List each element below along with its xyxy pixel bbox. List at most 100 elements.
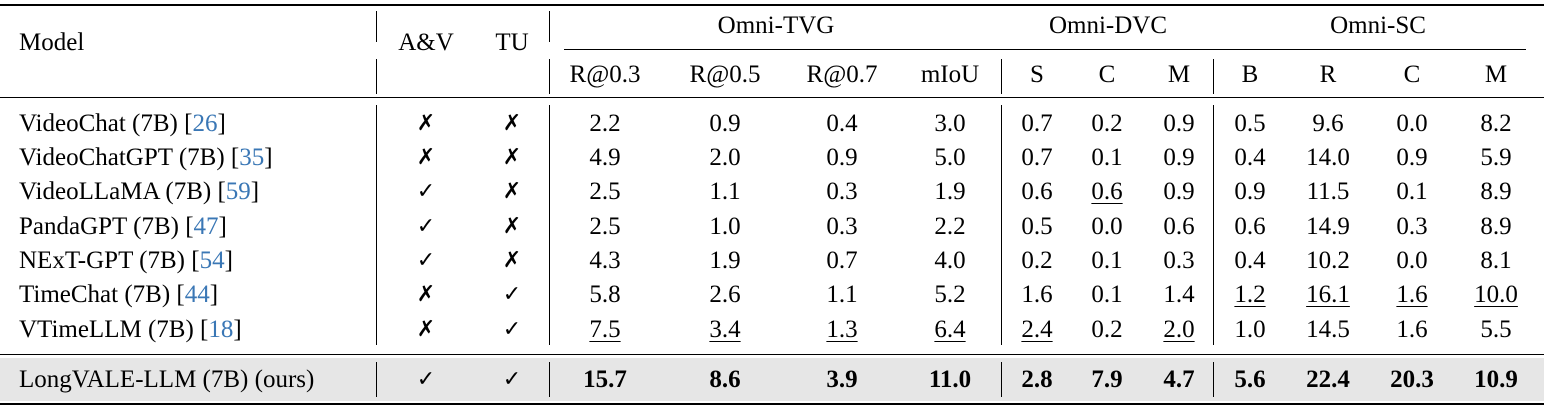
ours-value-cell-text: 10.9 xyxy=(1474,366,1518,393)
ours-value-cell-text: 5.6 xyxy=(1234,366,1266,393)
value-cell-text: 2.2 xyxy=(934,213,966,240)
tu-mark: ✗ xyxy=(452,178,572,206)
value-cell-text: 10.2 xyxy=(1306,247,1350,274)
model-label: TimeChat (7B) [ xyxy=(19,281,185,308)
vrule-model xyxy=(376,105,378,345)
vrule-model xyxy=(376,59,378,94)
citation-link[interactable]: 44 xyxy=(184,281,210,308)
model-label: VTimeLLM (7B) [ xyxy=(19,316,209,343)
citation-bracket: ] xyxy=(218,213,227,240)
av-mark: ✓ xyxy=(366,178,486,206)
value-cell-text: 1.0 xyxy=(1234,316,1266,343)
vrule-dvc xyxy=(1213,59,1215,94)
value-cell: 0.3 xyxy=(782,178,902,206)
subheader-c-text: C xyxy=(1403,61,1421,88)
ours-value-cell: 22.4 xyxy=(1268,366,1388,394)
value-cell-text: 1.1 xyxy=(709,178,741,205)
value-cell: 11.5 xyxy=(1268,178,1388,206)
citation-link[interactable]: 47 xyxy=(193,213,219,240)
value-cell: 0.1 xyxy=(1047,281,1167,309)
citation-link[interactable]: 59 xyxy=(225,178,251,205)
value-cell-text: 3.4 xyxy=(709,316,741,343)
value-cell: 0.9 xyxy=(1119,144,1239,172)
value-cell: 0.6 xyxy=(1047,178,1167,206)
value-cell: 0.0 xyxy=(1352,110,1472,138)
tu-mark: ✗ xyxy=(452,213,572,241)
av-mark: ✓ xyxy=(366,213,486,241)
citation-link[interactable]: 18 xyxy=(208,316,234,343)
ours-value-cell-text: 7.9 xyxy=(1091,366,1123,393)
value-cell: 5.5 xyxy=(1436,316,1544,344)
subheader-b-text: B xyxy=(1241,61,1259,88)
subheader-r07-text: R@0.7 xyxy=(806,61,878,88)
value-cell-text: 1.9 xyxy=(934,178,966,205)
value-cell-text: 0.4 xyxy=(1234,247,1266,274)
value-cell: 0.5 xyxy=(977,213,1097,241)
value-cell: 8.1 xyxy=(1436,247,1544,275)
value-cell: 2.2 xyxy=(890,213,1010,241)
value-cell-text: 0.4 xyxy=(1234,144,1266,171)
value-cell: 7.5 xyxy=(545,316,665,344)
value-cell: 4.9 xyxy=(545,144,665,172)
value-cell-text: 5.8 xyxy=(589,281,621,308)
ours-rule xyxy=(0,354,1544,356)
value-cell: 8.9 xyxy=(1436,178,1544,206)
value-cell-text: 3.0 xyxy=(934,110,966,137)
value-cell-text: 1.2 xyxy=(1234,281,1266,308)
subheader-s: S xyxy=(977,61,1097,89)
subheader-miou: mIoU xyxy=(890,61,1010,89)
value-cell-text: 1.3 xyxy=(826,316,858,343)
model-label: VideoChat (7B) [ xyxy=(19,110,193,137)
value-cell: 2.5 xyxy=(545,213,665,241)
ours-value-cell-text: 8.6 xyxy=(709,366,741,393)
subheader-s-text: S xyxy=(1030,61,1044,88)
value-cell-text: 0.2 xyxy=(1091,110,1123,137)
value-cell: 2.0 xyxy=(1119,316,1239,344)
value-cell-text: 0.6 xyxy=(1163,213,1195,240)
value-cell-text: 0.9 xyxy=(1163,110,1195,137)
value-cell: 1.6 xyxy=(977,281,1097,309)
value-cell-text: 0.0 xyxy=(1396,247,1428,274)
top-rule xyxy=(0,4,1544,6)
value-cell-text: 0.1 xyxy=(1091,247,1123,274)
citation-link[interactable]: 54 xyxy=(199,247,225,274)
value-cell-text: 2.4 xyxy=(1021,316,1053,343)
header-tu: TU xyxy=(495,29,529,56)
group-dvc: Omni-DVC xyxy=(1048,12,1168,39)
value-cell: 2.6 xyxy=(665,281,785,309)
value-cell-text: 0.3 xyxy=(1396,213,1428,240)
citation-bracket: ] xyxy=(233,316,242,343)
tu-mark: ✓ xyxy=(452,316,572,344)
value-cell: 0.6 xyxy=(1190,213,1310,241)
value-cell: 1.0 xyxy=(665,213,785,241)
value-cell-text: 4.9 xyxy=(589,144,621,171)
citation-link[interactable]: 35 xyxy=(239,144,265,171)
subheader-r-text: R xyxy=(1319,61,1337,88)
value-cell-text: 0.0 xyxy=(1396,110,1428,137)
av-mark-text: ✗ xyxy=(416,282,436,307)
value-cell-text: 0.7 xyxy=(1021,144,1053,171)
tu-mark-text: ✗ xyxy=(502,179,522,204)
ours-value-cell: 5.6 xyxy=(1190,366,1310,394)
value-cell: 1.3 xyxy=(782,316,902,344)
value-cell-text: 8.2 xyxy=(1480,110,1512,137)
citation-link[interactable]: 26 xyxy=(192,110,218,137)
value-cell-text: 0.2 xyxy=(1021,247,1053,274)
value-cell: 0.6 xyxy=(1119,213,1239,241)
vrule-tu xyxy=(549,105,551,345)
value-cell: 0.1 xyxy=(1047,144,1167,172)
value-cell-text: 4.3 xyxy=(589,247,621,274)
value-cell-text: 1.9 xyxy=(709,247,741,274)
value-cell-text: 0.3 xyxy=(1163,247,1195,274)
value-cell: 1.9 xyxy=(890,178,1010,206)
citation-bracket: ] xyxy=(217,110,226,137)
citation-bracket: ] xyxy=(224,247,233,274)
value-cell: 14.0 xyxy=(1268,144,1388,172)
value-cell: 0.9 xyxy=(782,144,902,172)
bottom-rule xyxy=(0,403,1544,405)
vrule-tvg xyxy=(1001,59,1003,94)
value-cell: 0.1 xyxy=(1047,247,1167,275)
value-cell-text: 0.4 xyxy=(826,110,858,137)
value-cell-text: 9.6 xyxy=(1312,110,1344,137)
ours-value-cell: 3.9 xyxy=(782,366,902,394)
